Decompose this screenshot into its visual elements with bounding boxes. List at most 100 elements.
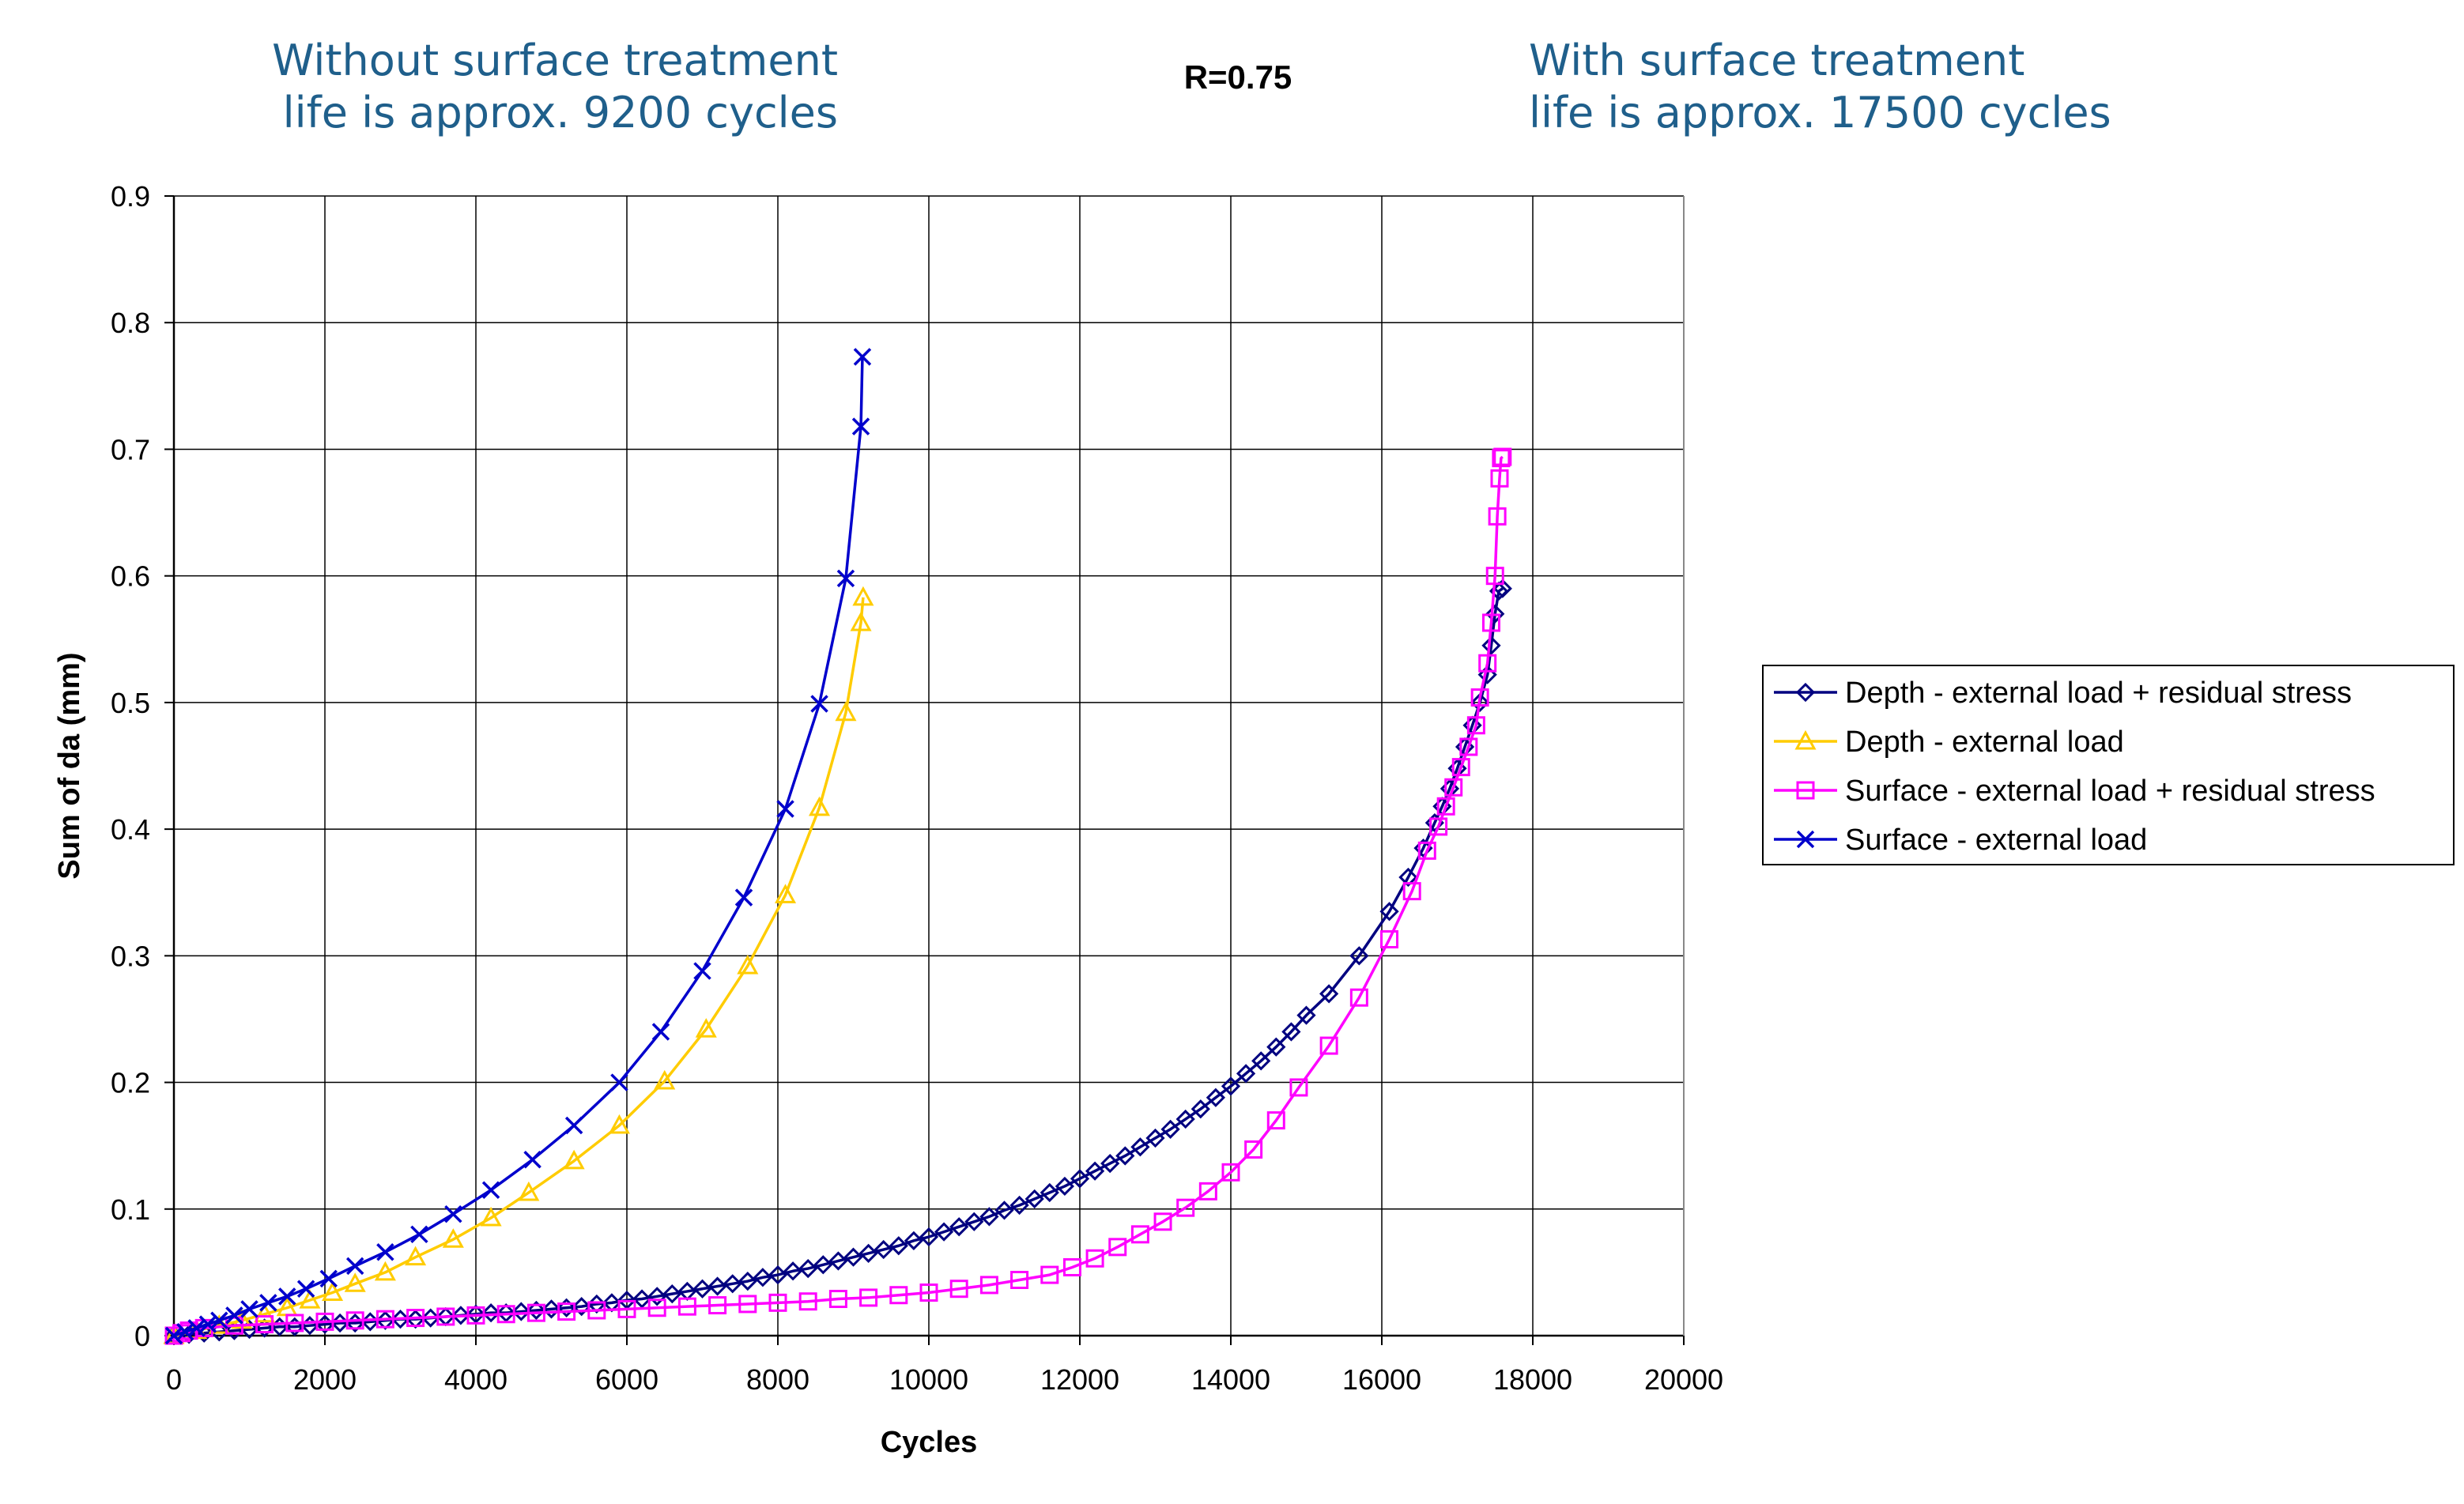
data-point <box>1062 1257 1081 1276</box>
data-point <box>198 1315 217 1333</box>
data-point <box>1478 654 1497 673</box>
data-point <box>1429 817 1448 836</box>
x-axis-title: Cycles <box>881 1426 978 1459</box>
annotation-without-treatment-line2: life is approx. 9200 cycles <box>283 88 838 138</box>
data-point <box>255 1315 274 1334</box>
y-tick-label: 0.4 <box>111 813 150 846</box>
data-point <box>296 1280 315 1298</box>
data-point <box>850 611 872 631</box>
data-point <box>737 955 759 974</box>
data-point <box>919 1283 938 1302</box>
series-layer <box>163 348 1512 1346</box>
legend-box <box>1762 665 2455 865</box>
data-point <box>828 1290 847 1309</box>
y-tick-label: 0.8 <box>111 307 150 339</box>
data-point <box>1145 1128 1165 1148</box>
data-point <box>843 1247 863 1267</box>
data-point <box>523 1151 541 1169</box>
series-line <box>173 455 1504 1337</box>
data-point <box>481 1181 500 1199</box>
data-point <box>852 586 874 606</box>
y-tick-label: 0.9 <box>111 180 150 213</box>
data-point <box>828 1251 848 1271</box>
data-point <box>1070 1169 1090 1189</box>
data-point <box>442 1228 464 1248</box>
data-point <box>1266 1111 1285 1130</box>
data-point <box>376 1243 394 1261</box>
data-point <box>1417 841 1436 860</box>
data-point <box>563 1149 585 1170</box>
data-point <box>949 1217 969 1237</box>
data-point <box>1319 1036 1338 1055</box>
data-point <box>608 1114 630 1134</box>
data-point <box>345 1311 364 1330</box>
legend-marker <box>1795 682 1816 703</box>
data-point <box>768 1265 788 1285</box>
data-point <box>1198 1182 1217 1201</box>
data-point <box>1236 1064 1256 1084</box>
data-point <box>979 1207 999 1227</box>
data-point <box>254 1302 276 1323</box>
x-tick-label: 14000 <box>1191 1363 1270 1396</box>
data-point <box>1153 1212 1172 1231</box>
data-point <box>480 1206 502 1227</box>
data-point <box>810 695 828 713</box>
data-point <box>557 1302 576 1321</box>
data-point <box>299 1289 321 1309</box>
data-point <box>164 1326 183 1345</box>
data-point <box>1379 902 1399 922</box>
x-tick-label: 20000 <box>1644 1363 1723 1396</box>
x-tick-label: 8000 <box>746 1363 809 1396</box>
data-point <box>723 1274 742 1294</box>
data-point <box>1266 1037 1286 1057</box>
data-point <box>1380 930 1399 949</box>
data-point <box>1024 1189 1044 1209</box>
chart-title-r-ratio: R=0.75 <box>1184 58 1292 96</box>
data-point <box>259 1294 277 1312</box>
data-point <box>225 1306 243 1325</box>
y-tick-label: 0.7 <box>111 433 150 466</box>
data-point <box>518 1181 540 1201</box>
data-point <box>319 1269 338 1288</box>
data-point <box>1436 797 1455 816</box>
x-tick-label: 2000 <box>293 1363 357 1396</box>
y-tick-label: 0.6 <box>111 560 150 593</box>
data-point <box>1130 1225 1149 1244</box>
legend-marker <box>1794 729 1817 750</box>
x-tick-label: 16000 <box>1342 1363 1421 1396</box>
x-tick-label: 12000 <box>1040 1363 1119 1396</box>
data-point <box>1470 692 1490 713</box>
data-point <box>1492 579 1512 598</box>
data-point <box>1160 1119 1180 1139</box>
annotation-with-treatment-line2: life is approx. 17500 cycles <box>1529 88 2111 138</box>
data-point <box>798 1258 818 1279</box>
data-point <box>1481 613 1500 632</box>
data-point <box>654 1069 676 1090</box>
annotation-with-treatment-line1: With surface treatment <box>1529 36 2024 85</box>
legend-label: Surface - external load + residual stres… <box>1845 775 2375 808</box>
data-point <box>1485 604 1505 624</box>
data-point <box>278 1287 296 1306</box>
data-point <box>1175 1109 1195 1129</box>
data-point <box>1040 1265 1059 1284</box>
legend: Depth - external load + residual stress D… <box>1762 665 2455 865</box>
data-point <box>1130 1137 1150 1157</box>
tick-labels: 0 2000 4000 6000 8000 10000 12000 14000 16000 180… <box>111 180 1723 1396</box>
data-point <box>1085 1161 1105 1181</box>
x-tick-label: 4000 <box>444 1363 508 1396</box>
data-point <box>1490 469 1509 488</box>
annotation-without-treatment-line1: Without surface treatment <box>272 36 838 85</box>
data-point <box>345 1257 364 1276</box>
data-point <box>1349 988 1368 1007</box>
data-point <box>187 1319 206 1337</box>
data-point <box>1398 867 1418 888</box>
data-point <box>647 1287 667 1306</box>
y-axis-title: Sum of da (mm) <box>53 652 86 879</box>
data-point <box>1488 507 1507 526</box>
data-point <box>692 1279 712 1299</box>
data-point <box>798 1292 817 1311</box>
data-point <box>557 1298 576 1317</box>
data-point <box>511 1302 531 1321</box>
data-point <box>1206 1087 1226 1107</box>
data-point <box>949 1280 968 1299</box>
